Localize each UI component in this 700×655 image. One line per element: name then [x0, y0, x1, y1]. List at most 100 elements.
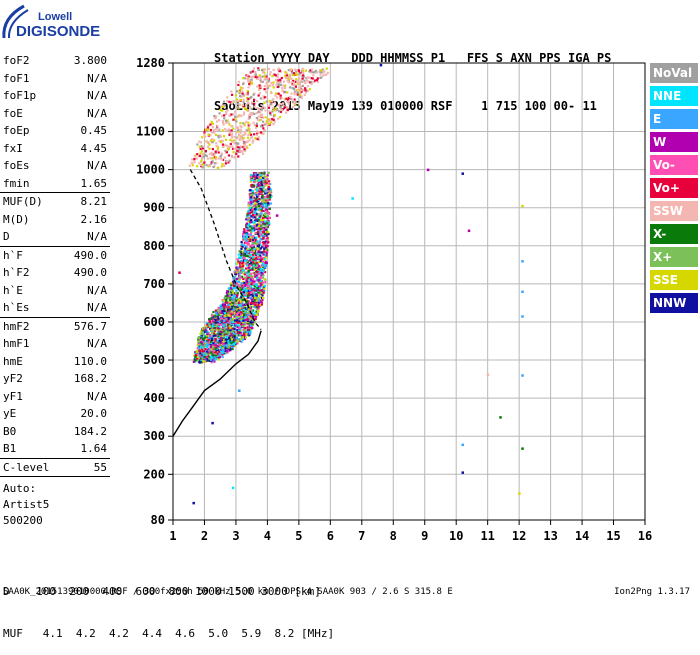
echo-point: [224, 295, 227, 298]
echo-point: [218, 350, 221, 353]
echo-point: [246, 319, 249, 322]
echo-point: [227, 303, 230, 306]
param-value: 1.64: [80, 442, 108, 455]
echo-point: [243, 322, 246, 325]
echo-point: [258, 184, 262, 187]
echo-point: [224, 319, 227, 322]
echo-point: [202, 340, 205, 343]
echo-point: [256, 245, 259, 248]
echo-point: [243, 308, 246, 311]
echo-point: [266, 236, 269, 239]
echo-point: [221, 315, 224, 318]
echo-point: [207, 352, 210, 355]
echo-point: [245, 254, 248, 258]
echo-point: [235, 120, 238, 123]
echo-point: [287, 100, 291, 103]
echo-point: [261, 299, 264, 302]
echo-point: [265, 181, 268, 185]
echo-point: [265, 254, 268, 257]
echo-point: [323, 70, 326, 73]
echo-point: [272, 118, 275, 121]
echo-point: [237, 312, 240, 315]
footer-info: SAA0K_2015139010000.RSF / 300fx256h 50 k…: [3, 587, 453, 597]
echo-point: [259, 247, 262, 250]
echo-point: [243, 111, 246, 114]
echo-point: [240, 291, 243, 294]
polarization-legend: NoVal NNE E W Vo- Vo+ SSW X- X+ SSE NNW: [650, 63, 698, 316]
echo-point: [213, 358, 216, 361]
param-value: N/A: [87, 71, 107, 85]
echo-point: [282, 102, 285, 105]
echo-point: [260, 291, 263, 295]
echo-point: [255, 242, 258, 245]
echo-point: [261, 120, 265, 123]
param-key: M(D): [3, 212, 30, 226]
x-tick-label: 2: [201, 529, 208, 543]
echo-point: [207, 336, 210, 339]
x-tick-label: 14: [575, 529, 589, 543]
echo-point: [265, 224, 268, 228]
echo-point: [230, 332, 233, 335]
echo-point: [272, 86, 275, 89]
echo-point: [260, 258, 263, 261]
echo-point: [231, 301, 235, 305]
echo-point: [249, 175, 252, 178]
echo-point: [245, 215, 249, 218]
echo-point: [248, 266, 252, 269]
echo-point: [228, 100, 231, 103]
echo-point: [296, 82, 300, 85]
echo-point: [223, 322, 226, 325]
echo-point: [255, 294, 258, 297]
echo-point: [228, 321, 231, 324]
echo-point: [245, 294, 248, 297]
echo-point: [288, 86, 292, 89]
echo-point: [247, 302, 250, 305]
echo-point: [212, 153, 215, 156]
echo-point: [249, 180, 252, 183]
echo-point: [316, 77, 319, 80]
echo-point: [258, 234, 262, 238]
echo-point: [268, 207, 271, 211]
echo-point: [243, 106, 246, 110]
echo-point: [321, 68, 324, 71]
echo-point: [250, 276, 253, 279]
echo-point: [244, 283, 247, 287]
echo-point: [325, 73, 328, 76]
echo-point: [267, 186, 271, 189]
echo-point: [243, 130, 246, 134]
echo-point: [315, 78, 319, 82]
echo-point: [263, 232, 267, 236]
echo-point: [252, 314, 255, 317]
legend-item: W: [650, 132, 698, 152]
echo-point: [234, 293, 237, 296]
echo-point: [236, 149, 239, 152]
echo-point: [216, 126, 219, 129]
echo-point: [259, 254, 262, 257]
echo-point: [260, 264, 264, 267]
echo-point: [213, 329, 217, 332]
echo-point: [241, 90, 244, 93]
echo-point: [217, 345, 220, 348]
echo-point: [264, 209, 267, 212]
echo-point: [243, 123, 246, 126]
echo-point: [209, 345, 212, 349]
echo-point: [268, 100, 271, 103]
echo-point: [237, 272, 240, 275]
echo-point: [261, 260, 264, 263]
echo-point: [275, 96, 279, 99]
echo-point: [254, 205, 258, 209]
echo-point: [268, 104, 271, 107]
echo-point: [228, 114, 231, 118]
echo-point: [257, 68, 260, 71]
x-tick-label: 11: [480, 529, 494, 543]
echo-point: [253, 105, 256, 108]
param-row: h`Es N/A: [0, 299, 110, 317]
echo-point: [240, 254, 243, 258]
echo-point: [259, 227, 262, 231]
echo-point: [307, 80, 310, 83]
echo-point: [214, 343, 217, 346]
echo-point: [263, 206, 266, 209]
echo-point: [231, 347, 234, 351]
echo-point: [426, 168, 430, 172]
echo-point: [235, 289, 238, 292]
